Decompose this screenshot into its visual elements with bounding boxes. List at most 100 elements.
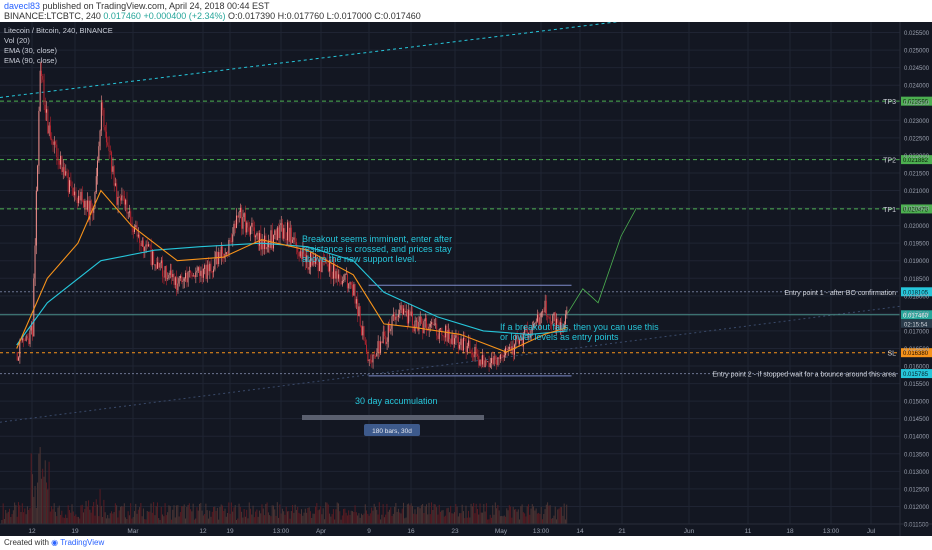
candle-body [443, 336, 445, 338]
volume-bar [436, 507, 438, 524]
volume-bar [24, 508, 26, 524]
x-tick-label: 21 [618, 528, 626, 535]
volume-bar [53, 503, 55, 524]
chart-panel[interactable]: 12 19 Mar 12 19 13:00 Apr 9 16 23 May 13:00 14 21 Jun 1… [0, 22, 932, 536]
candle-body [117, 196, 119, 205]
volume-bar [293, 512, 295, 524]
volume-bar [360, 513, 362, 524]
volume-bar [179, 512, 181, 524]
y-tick-label: 0.016500 [904, 347, 930, 353]
volume-bar [98, 516, 100, 524]
volume-bar [170, 519, 172, 524]
candle-body [406, 311, 408, 324]
volume-bar [390, 507, 392, 524]
level-tag-bg-entry1 [901, 287, 932, 297]
volume-bar [201, 510, 203, 524]
author-link[interactable]: davecl83 [4, 1, 41, 11]
level-label-entry1: Entry point 1 - after BO confirmation [784, 290, 896, 297]
symbol-text: BINANCE:LTCBTC, 240 [4, 11, 101, 21]
volume-bar [206, 510, 208, 524]
candle-body [352, 284, 353, 296]
volume-bar [566, 504, 568, 524]
volume-bar [165, 515, 167, 524]
candle-body [215, 251, 217, 259]
candle-body [344, 274, 346, 280]
candle-body [452, 334, 454, 345]
volume-bar [507, 510, 509, 524]
volume-bar [236, 519, 237, 524]
candle-body [320, 260, 322, 273]
candle-body [230, 241, 232, 242]
volume-bar [401, 508, 403, 524]
candle-body [491, 358, 492, 364]
x-tick-label: 19 [71, 528, 79, 535]
volume-bar [225, 516, 227, 524]
volume-bar [496, 508, 498, 524]
candle-body [492, 358, 494, 365]
volume-bar [137, 509, 139, 524]
volume-bar [321, 514, 323, 524]
volume-bar [224, 508, 226, 524]
volume-bar [471, 506, 473, 524]
volume-bar [17, 502, 19, 524]
volume-bar [427, 514, 429, 524]
candle-body [433, 323, 435, 325]
y-tick-label: 0.020500 [904, 207, 930, 213]
candle-body [108, 145, 110, 152]
candle-body [100, 102, 102, 131]
candle-body [513, 344, 515, 355]
candle-body [261, 239, 263, 250]
candle-body [544, 300, 546, 313]
volume-bar [118, 510, 120, 524]
tradingview-logo-icon[interactable]: ◉ [51, 538, 59, 547]
volume-bar [545, 504, 547, 524]
volume-bar [552, 518, 554, 524]
volume-bar [44, 460, 46, 524]
volume-bar [519, 519, 521, 524]
volume-bar [475, 503, 477, 524]
volume-bar [433, 504, 435, 524]
volume-bar [196, 507, 198, 524]
candle-body [89, 200, 91, 220]
volume-bar [366, 510, 368, 524]
legend-vol: Vol (20) [4, 36, 30, 45]
candle-body [383, 331, 385, 336]
volume-bar [480, 512, 482, 524]
candle-body [363, 326, 365, 341]
volume-bar [533, 506, 535, 524]
volume-bar [470, 503, 472, 524]
candle-body [234, 223, 236, 228]
candle-body [29, 330, 31, 345]
candle-body [37, 165, 39, 191]
candle-body [545, 300, 547, 316]
range-tag: 180 bars, 30d [372, 428, 412, 435]
candle-body [21, 338, 23, 341]
volume-bar [329, 513, 331, 524]
volume-bar [378, 502, 380, 524]
candle-body [409, 309, 411, 316]
candle-body [206, 264, 208, 279]
volume-bar [177, 505, 179, 524]
price-chart[interactable]: 12 19 Mar 12 19 13:00 Apr 9 16 23 May 13:00 14 21 Jun 1… [0, 22, 932, 536]
volume-bar [167, 512, 169, 524]
tradingview-brand[interactable]: TradingView [60, 538, 105, 547]
volume-bar [556, 519, 557, 524]
volume-bar [269, 515, 271, 524]
candle-body [279, 225, 281, 238]
volume-bar [62, 517, 64, 524]
volume-bar [119, 506, 121, 524]
volume-bar [354, 505, 356, 524]
volume-bar [307, 507, 309, 524]
candle-body [251, 222, 253, 227]
volume-bar [489, 514, 491, 524]
candle-body [223, 253, 225, 259]
level-tag-sl: 0.016380 [903, 351, 929, 357]
candle-body [142, 240, 144, 251]
volume-bar [109, 513, 111, 524]
candle-body [33, 278, 35, 337]
candle-body [386, 341, 388, 345]
candle-body [174, 277, 176, 285]
y-tick-label: 0.023000 [904, 119, 930, 125]
candle-body [460, 338, 462, 345]
level-label-entry2: Entry point 2 - if stopped wait for a bo… [712, 372, 896, 379]
